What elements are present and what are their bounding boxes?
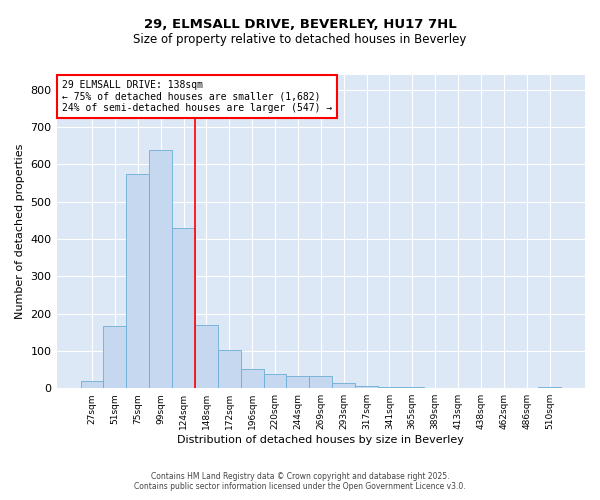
Bar [355,386,378,388]
X-axis label: Distribution of detached houses by size in Beverley: Distribution of detached houses by size … [178,435,464,445]
Y-axis label: Number of detached properties: Number of detached properties [15,144,25,320]
Bar [127,174,149,388]
Text: 29, ELMSALL DRIVE, BEVERLEY, HU17 7HL: 29, ELMSALL DRIVE, BEVERLEY, HU17 7HL [143,18,457,30]
Bar [310,376,332,388]
Bar [332,383,355,388]
Bar [286,376,310,388]
Bar [172,228,195,388]
Bar [80,381,103,388]
Bar [218,350,241,388]
Bar [241,369,263,388]
Bar [378,386,401,388]
Text: Contains public sector information licensed under the Open Government Licence v3: Contains public sector information licen… [134,482,466,491]
Text: Size of property relative to detached houses in Beverley: Size of property relative to detached ho… [133,32,467,46]
Bar [263,374,286,388]
Text: Contains HM Land Registry data © Crown copyright and database right 2025.: Contains HM Land Registry data © Crown c… [151,472,449,481]
Bar [103,326,127,388]
Text: 29 ELMSALL DRIVE: 138sqm
← 75% of detached houses are smaller (1,682)
24% of sem: 29 ELMSALL DRIVE: 138sqm ← 75% of detach… [62,80,332,113]
Bar [149,150,172,388]
Bar [195,325,218,388]
